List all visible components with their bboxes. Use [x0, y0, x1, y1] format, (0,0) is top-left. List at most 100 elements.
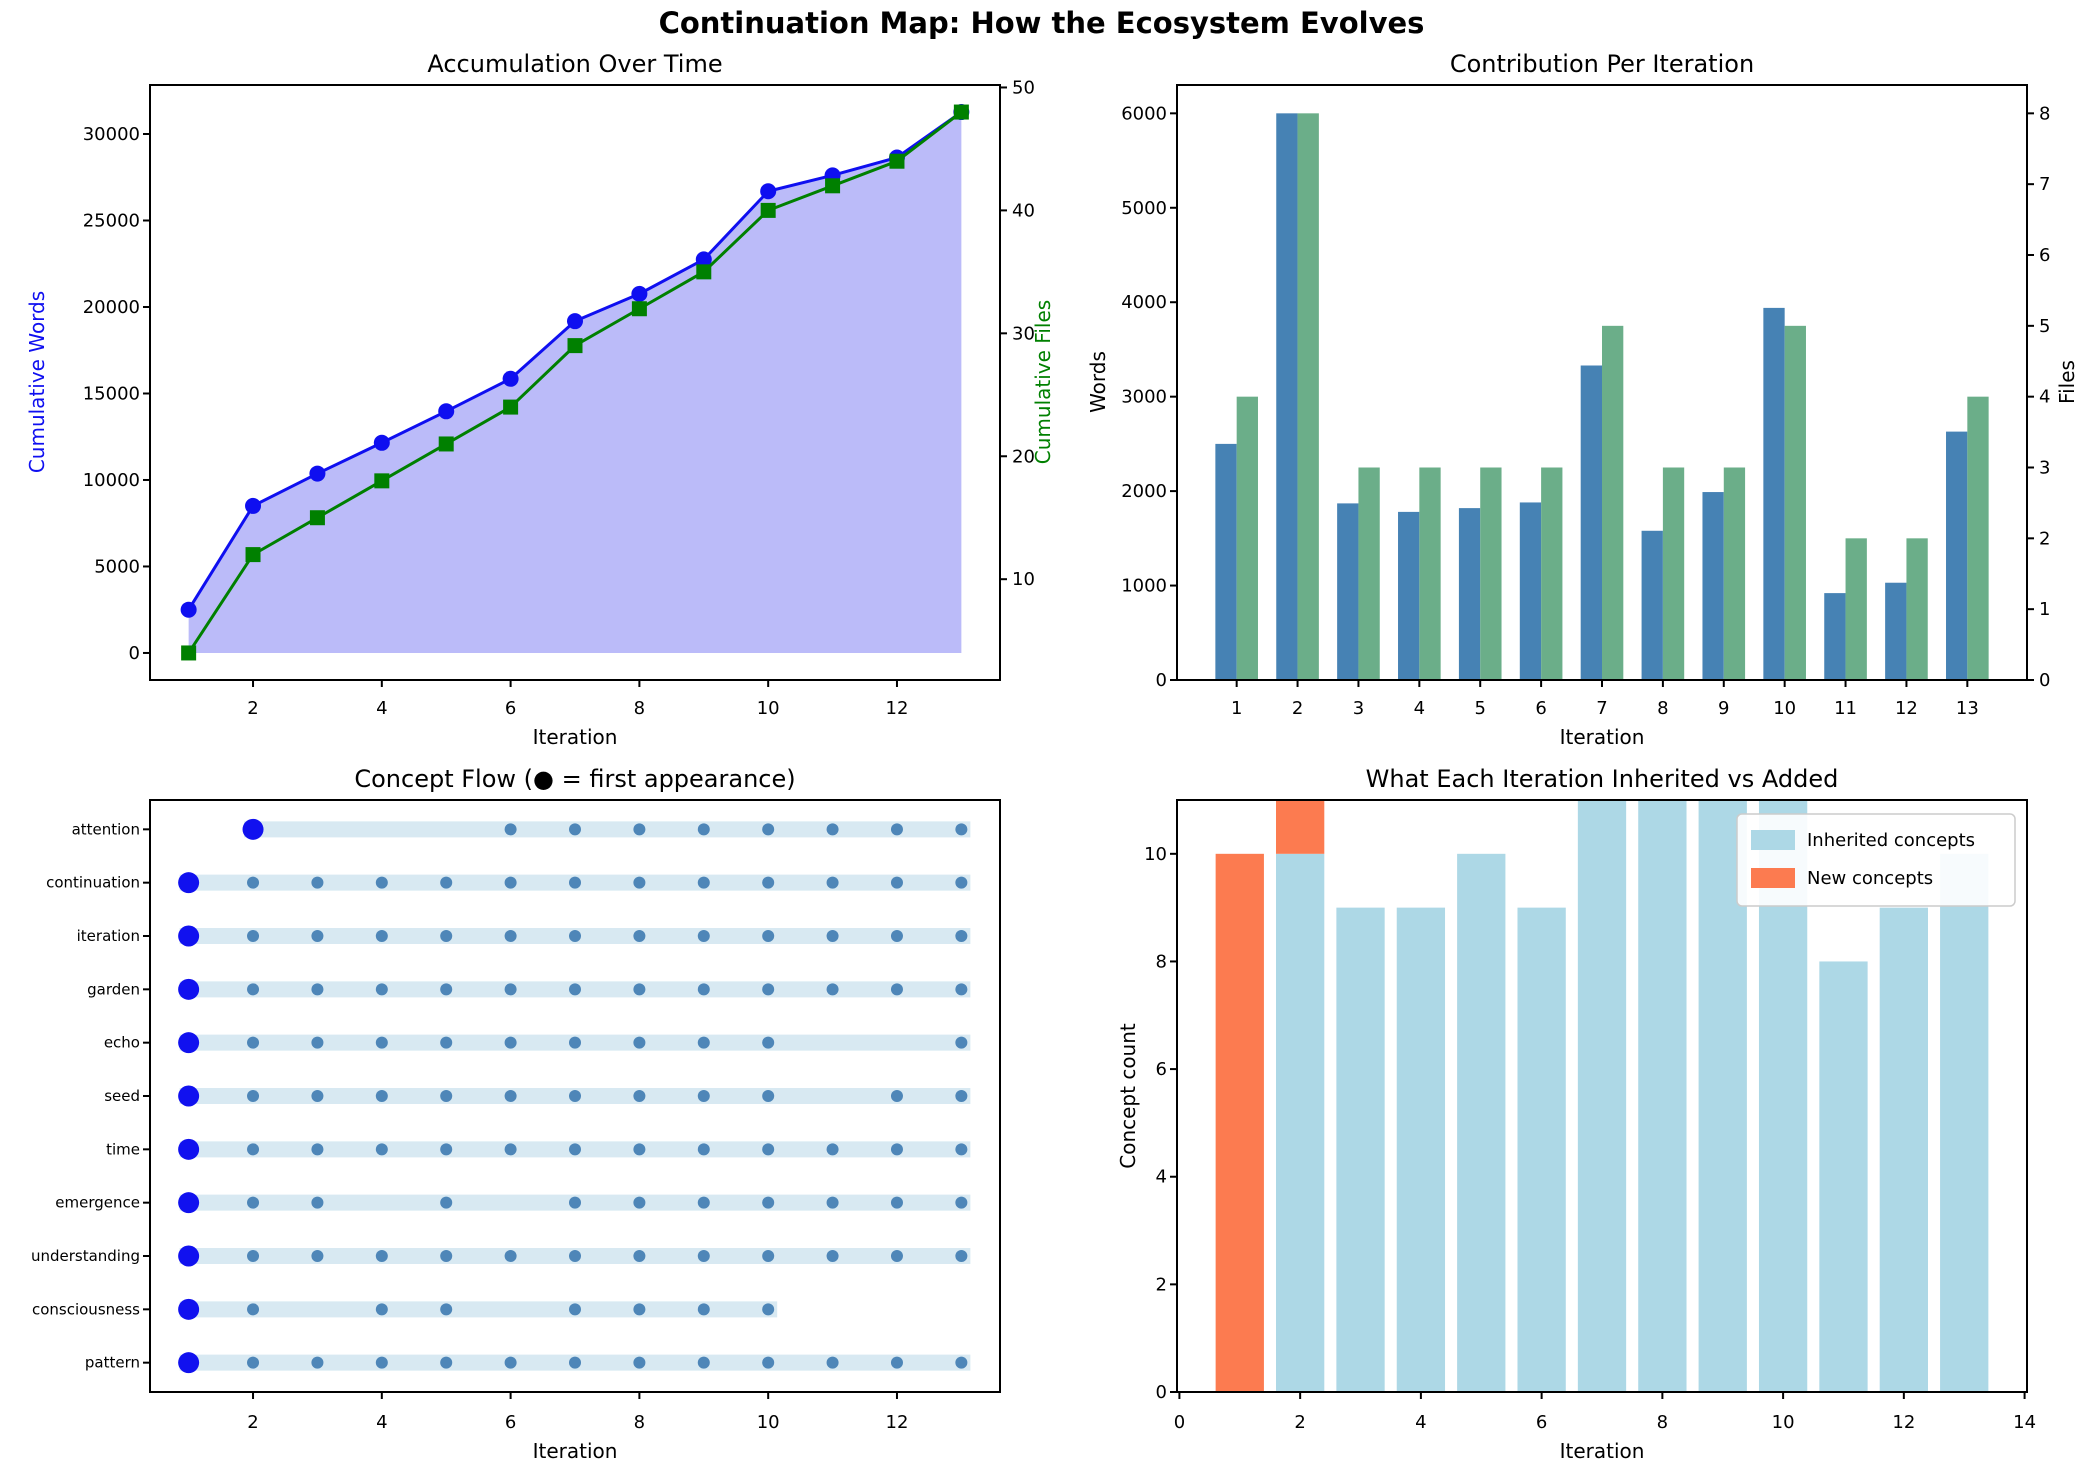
concept-appearance-dot	[762, 1090, 775, 1102]
files-bar	[1906, 538, 1928, 680]
y-tick-label: 1000	[1121, 576, 1167, 597]
x-axis-label: Iteration	[533, 725, 618, 749]
concept-appearance-dot	[440, 1036, 453, 1049]
concept-appearance-dot	[504, 876, 517, 889]
inherited-bar	[1517, 907, 1566, 1392]
inherited-bar	[1396, 907, 1446, 1392]
concept-appearance-dot	[697, 1143, 710, 1156]
cumulative-files-marker	[503, 399, 519, 415]
concept-appearance-dot	[890, 1090, 903, 1102]
y-tick-label: 4	[1156, 1167, 1167, 1188]
subplot-title: What Each Iteration Inherited vs Added	[1366, 765, 1839, 793]
legend-swatch	[1751, 868, 1795, 888]
concept-appearance-dot	[826, 823, 839, 836]
y-tick-label: 20	[1012, 446, 1035, 467]
concept-appearance-dot	[955, 1090, 968, 1102]
inherited-bar	[1638, 800, 1687, 1392]
chart-inherited-vs-added: 0 2 4 6 8 10 12 14 0 2 4 6 8 10 What Each Iteration In…	[1116, 765, 2036, 1463]
x-tick-label: 13	[1956, 698, 1979, 719]
concept-appearance-dot	[826, 1250, 839, 1262]
words-bar	[1885, 582, 1907, 680]
words-bar	[1458, 508, 1481, 680]
x-axis-label: Iteration	[1560, 725, 1645, 749]
words-bar	[1946, 431, 1968, 680]
concept-appearance-dot	[955, 930, 968, 942]
concept-label: time	[106, 1140, 140, 1158]
concept-appearance-dot	[826, 876, 839, 889]
concept-appearance-dot	[762, 983, 775, 996]
y-axis-label-left: Cumulative Words	[25, 291, 49, 473]
x-tick-label: 2	[247, 698, 258, 719]
concept-first-appearance-dot	[178, 1138, 200, 1160]
concept-appearance-dot	[247, 1250, 260, 1262]
y-axis-label-left: Words	[1086, 351, 1110, 413]
concept-appearance-dot	[762, 823, 775, 836]
concept-appearance-dot	[569, 823, 581, 836]
y-tick-label: 10	[1144, 844, 1167, 865]
cumulative-words-marker	[567, 313, 583, 330]
x-tick-label: 10	[1773, 698, 1796, 719]
concept-appearance-dot	[311, 1036, 324, 1049]
concept-appearance-dot	[569, 1090, 581, 1102]
concept-appearance-dot	[247, 1196, 260, 1209]
cumulative-files-marker	[760, 202, 776, 218]
cumulative-files-marker	[438, 436, 454, 452]
subplot-title: Accumulation Over Time	[427, 50, 722, 78]
concept-appearance-dot	[633, 1250, 646, 1262]
concept-first-appearance-dot	[242, 818, 264, 840]
y-axis-label-right: Cumulative Files	[1031, 300, 1055, 464]
concept-appearance-dot	[569, 876, 581, 889]
cumulative-files-marker	[953, 104, 969, 120]
concept-first-appearance-dot	[178, 1245, 200, 1267]
concept-appearance-dot	[440, 1303, 453, 1316]
cumulative-files-marker	[309, 510, 325, 526]
y-tick-label: 3	[2039, 458, 2050, 479]
concept-appearance-dot	[440, 1143, 453, 1156]
files-bar	[1236, 396, 1258, 680]
concept-first-appearance-dot	[178, 1085, 200, 1107]
new-concepts-bar	[1276, 800, 1325, 854]
concept-appearance-dot	[633, 876, 646, 889]
files-bar	[1480, 467, 1502, 680]
concept-appearance-dot	[762, 876, 775, 889]
y-tick-label: 6	[1156, 1059, 1167, 1080]
concept-appearance-dot	[247, 930, 260, 942]
x-tick-label: 12	[886, 698, 909, 719]
y-tick-label: 30	[1012, 323, 1035, 344]
inherited-bar	[1940, 853, 1989, 1392]
concept-appearance-dot	[569, 983, 581, 996]
concept-appearance-dot	[311, 1196, 324, 1209]
x-tick-label: 3	[1353, 698, 1364, 719]
y-axis-label-left: Concept count	[1116, 1023, 1140, 1169]
concept-appearance-dot	[826, 1356, 839, 1369]
concept-appearance-dot	[762, 1303, 775, 1316]
y-tick-label: 7	[2039, 174, 2050, 195]
y-tick-label: 25000	[83, 210, 140, 231]
x-tick-label: 6	[1535, 698, 1546, 719]
subplot-title: Contribution Per Iteration	[1450, 50, 1754, 78]
concept-appearance-dot	[633, 1303, 646, 1316]
concept-appearance-dot	[247, 1303, 260, 1316]
concept-appearance-dot	[890, 1250, 903, 1262]
concept-appearance-dot	[762, 1250, 775, 1262]
concept-label: continuation	[46, 874, 140, 892]
concept-appearance-dot	[955, 1036, 968, 1049]
legend: Inherited concepts New concepts	[1736, 813, 2016, 907]
concept-appearance-dot	[569, 930, 581, 942]
concept-appearance-dot	[440, 1196, 453, 1209]
y-tick-label: 10000	[83, 470, 140, 491]
words-bar	[1276, 113, 1298, 681]
inherited-bar	[1276, 853, 1325, 1392]
y-tick-label: 8	[2039, 103, 2050, 124]
files-bar	[1602, 325, 1624, 680]
concept-appearance-dot	[890, 1143, 903, 1156]
axes-frame	[149, 799, 1001, 1393]
y-tick-label: 2	[1156, 1274, 1167, 1295]
cumulative-words-marker	[695, 251, 712, 268]
y-tick-label: 6000	[1121, 103, 1167, 124]
y-tick-label: 1	[2039, 599, 2050, 620]
cumulative-words-marker	[245, 497, 262, 514]
x-tick-label: 8	[634, 698, 645, 719]
y-tick-label: 2000	[1121, 481, 1167, 502]
cumulative-words-marker	[180, 601, 197, 618]
